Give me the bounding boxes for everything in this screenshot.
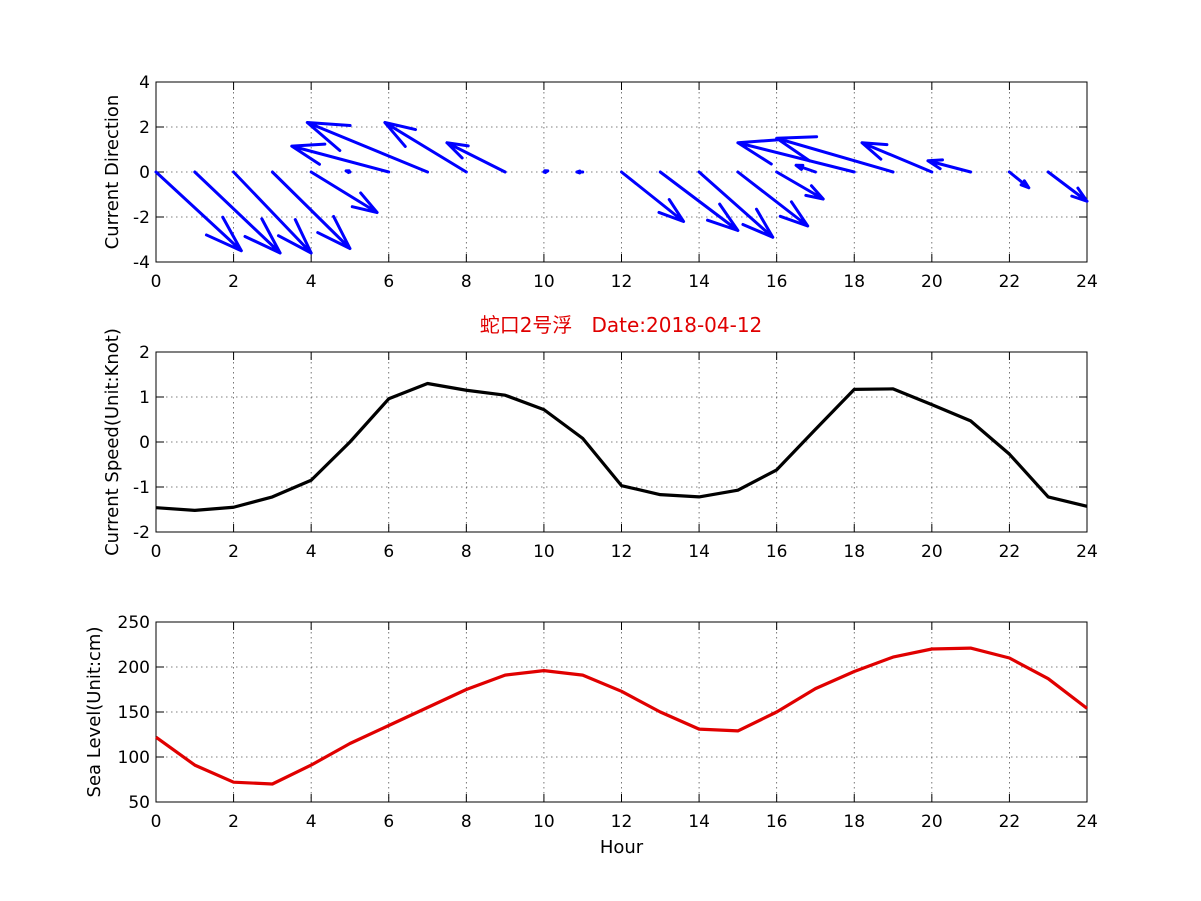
x-tick-label: 0	[151, 812, 162, 832]
x-tick-label: 18	[843, 812, 865, 832]
direction-arrow	[926, 158, 973, 174]
direction-arrow	[344, 169, 352, 175]
x-tick-label: 8	[461, 812, 472, 832]
x-tick-label: 24	[1076, 812, 1098, 832]
x-tick-label: 12	[611, 272, 633, 292]
x-tick-label: 24	[1076, 272, 1098, 292]
x-tick-label: 4	[306, 542, 317, 562]
y-tick-label: -2	[133, 523, 150, 543]
x-tick-label: 10	[533, 812, 555, 832]
x-tick-label: 18	[843, 272, 865, 292]
y-tick-label: -4	[133, 253, 150, 273]
y-tick-label: 150	[118, 703, 150, 723]
direction-arrow	[736, 138, 856, 174]
x-tick-label: 16	[766, 272, 788, 292]
y-tick-label: 250	[118, 613, 150, 633]
x-tick-label: 6	[383, 812, 394, 832]
direction-arrow	[232, 170, 313, 255]
x-tick-label: 2	[228, 812, 239, 832]
direction-arrow	[1046, 170, 1089, 203]
y-axis-label: Current Speed(Unit:Knot)	[102, 328, 123, 556]
x-tick-label: 20	[921, 542, 943, 562]
x-tick-label: 6	[383, 272, 394, 292]
x-tick-label: 4	[306, 812, 317, 832]
x-tick-label: 16	[766, 812, 788, 832]
x-tick-label: 12	[611, 542, 633, 562]
direction-arrow	[736, 170, 810, 228]
direction-arrow	[775, 135, 895, 174]
direction-arrow	[383, 121, 468, 174]
y-tick-label: 100	[118, 748, 150, 768]
direction-arrow	[445, 141, 507, 174]
x-tick-label: 2	[228, 272, 239, 292]
y-tick-label: 2	[139, 118, 150, 138]
direction-arrow	[270, 170, 352, 250]
x-tick-label: 10	[533, 542, 555, 562]
x-tick-label: 22	[999, 812, 1021, 832]
x-tick-label: 10	[533, 272, 555, 292]
direction-arrow	[775, 170, 825, 201]
x-tick-label: 14	[688, 542, 710, 562]
x-tick-label: 22	[999, 542, 1021, 562]
direction-arrow	[620, 170, 686, 223]
series-line	[155, 646, 1088, 786]
direction-arrow	[1007, 170, 1031, 190]
y-tick-label: 0	[139, 163, 150, 183]
direction-arrow	[193, 170, 282, 255]
x-tick-label: 20	[921, 812, 943, 832]
direction-arrow	[542, 169, 550, 175]
y-tick-label: 50	[128, 793, 150, 813]
x-tick-label: 24	[1076, 542, 1098, 562]
direction-arrow	[290, 142, 391, 174]
y-tick-label: -2	[133, 208, 150, 228]
y-tick-label: 0	[139, 433, 150, 453]
y-axis-label: Current Direction	[102, 95, 123, 250]
x-tick-label: 8	[461, 272, 472, 292]
x-tick-label: 6	[383, 542, 394, 562]
x-axis-label: Hour	[600, 837, 644, 858]
y-tick-label: 2	[139, 343, 150, 363]
y-tick-label: 200	[118, 658, 150, 678]
direction-arrow	[794, 163, 817, 174]
x-tick-label: 0	[151, 542, 162, 562]
x-tick-label: 22	[999, 272, 1021, 292]
x-tick-label: 18	[843, 542, 865, 562]
x-tick-label: 0	[151, 272, 162, 292]
direction-arrow	[697, 170, 775, 239]
direction-arrow	[658, 170, 740, 232]
chart-title: 蛇口2号浮 Date:2018-04-12	[480, 313, 763, 337]
x-tick-label: 4	[306, 272, 317, 292]
direction-arrow	[305, 121, 430, 174]
y-axis-label: Sea Level(Unit:cm)	[84, 627, 105, 798]
y-tick-label: 4	[139, 73, 150, 93]
y-tick-label: -1	[133, 478, 150, 498]
x-tick-label: 20	[921, 272, 943, 292]
direction-arrow	[309, 170, 379, 214]
direction-arrow	[860, 141, 934, 174]
x-tick-label: 14	[688, 272, 710, 292]
direction-arrow	[575, 169, 585, 175]
y-tick-label: 1	[139, 388, 150, 408]
x-tick-label: 12	[611, 812, 633, 832]
x-tick-label: 2	[228, 542, 239, 562]
x-tick-label: 16	[766, 542, 788, 562]
x-tick-label: 8	[461, 542, 472, 562]
x-tick-label: 14	[688, 812, 710, 832]
series-line	[155, 381, 1088, 512]
direction-arrow	[154, 170, 243, 253]
